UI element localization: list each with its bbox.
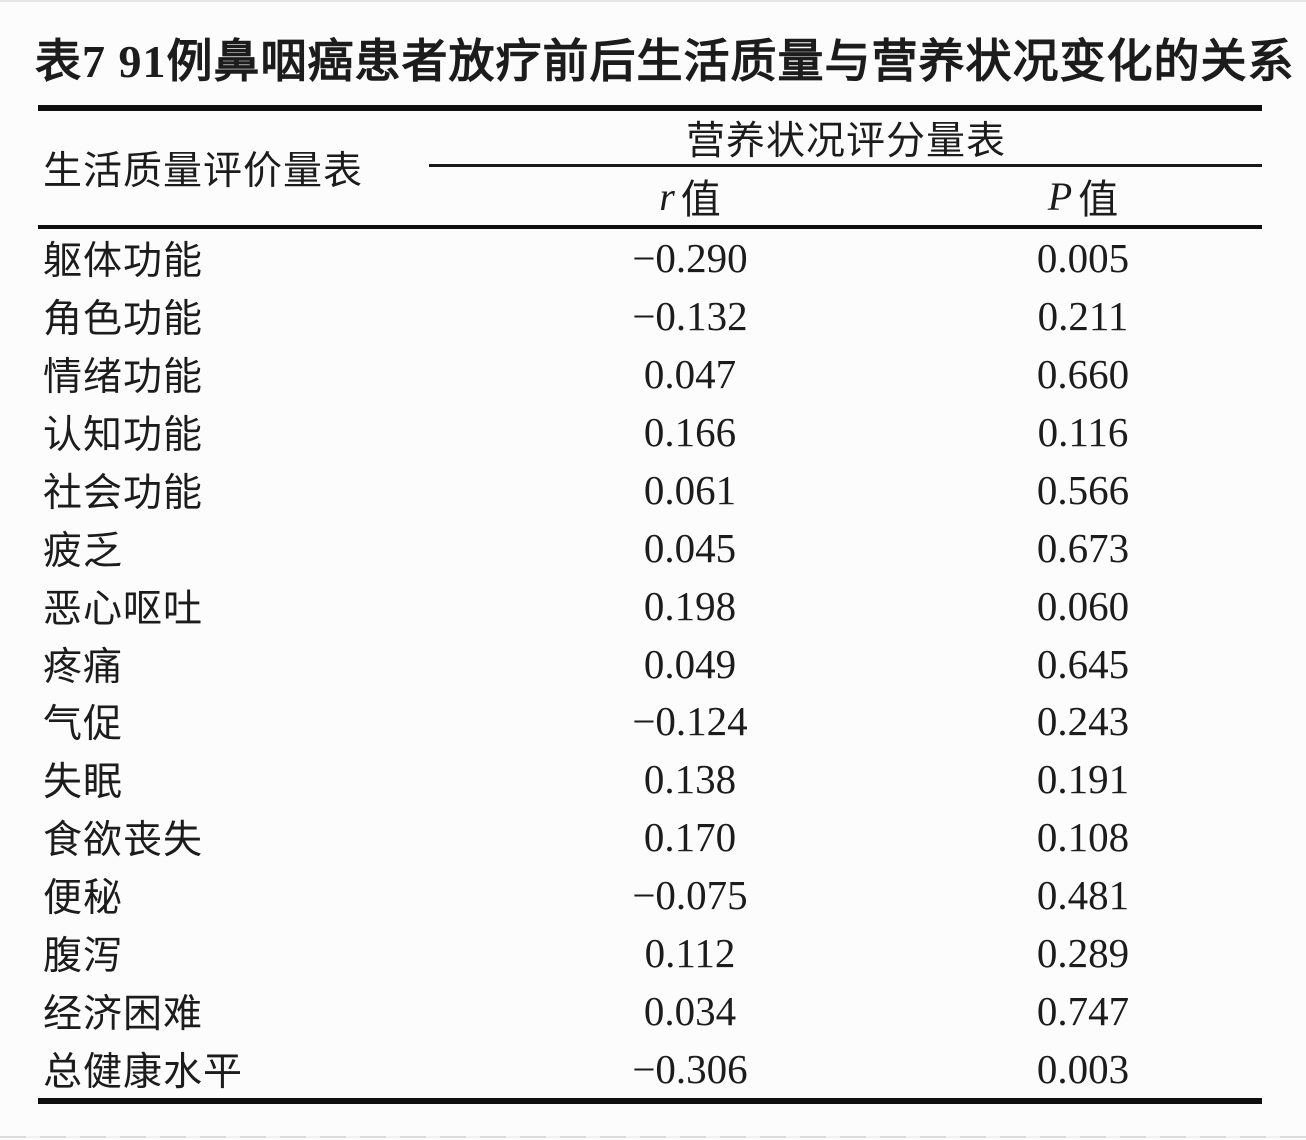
- row-label: 疲乏: [43, 529, 124, 573]
- stub-column-header: 生活质量评价量表: [43, 111, 430, 225]
- p-header-suffix: 值: [1078, 177, 1119, 222]
- table-bottom-rule: [38, 1098, 1262, 1104]
- row-label: 认知功能: [43, 413, 204, 457]
- r-value-cell: 0.166: [643, 408, 737, 455]
- r-value-cell: −0.306: [632, 1046, 748, 1093]
- r-value-cell: 0.034: [643, 988, 737, 1035]
- row-label: 总健康水平: [43, 1051, 244, 1095]
- table-row: 疲乏 0.045 0.673: [38, 519, 1262, 577]
- r-value-cell: −0.075: [632, 872, 748, 919]
- table-row: 便秘 −0.075 0.481: [38, 866, 1262, 924]
- p-value-cell: 0.005: [1036, 234, 1130, 281]
- p-value-cell: 0.108: [1036, 814, 1130, 861]
- row-label: 气促: [43, 703, 124, 747]
- bottom-edge-artifact: [0, 1136, 1306, 1138]
- p-value-cell: 0.060: [1036, 582, 1130, 629]
- r-value-cell: 0.049: [643, 640, 737, 687]
- p-value-cell: 0.566: [1036, 466, 1130, 513]
- table-row: 社会功能 0.061 0.566: [38, 461, 1262, 519]
- r-symbol: r: [659, 173, 675, 219]
- header-body-rule: [38, 225, 1262, 229]
- table-row: 失眠 0.138 0.191: [38, 750, 1262, 808]
- table-body: 躯体功能 −0.290 0.005 角色功能 −0.132 0.211 情绪功能…: [38, 229, 1262, 1098]
- top-edge-artifact: [0, 0, 1306, 2]
- table-row: 认知功能 0.166 0.116: [38, 403, 1262, 461]
- row-label: 食欲丧失: [43, 819, 204, 863]
- p-value-cell: 0.747: [1036, 988, 1130, 1035]
- row-label: 情绪功能: [43, 355, 204, 399]
- row-label: 恶心呕吐: [43, 587, 204, 631]
- r-header-suffix: 值: [680, 177, 721, 222]
- row-label: 角色功能: [43, 297, 204, 341]
- table-row: 躯体功能 −0.290 0.005: [38, 229, 1262, 287]
- table-row: 角色功能 −0.132 0.211: [38, 287, 1262, 345]
- row-label: 躯体功能: [43, 239, 204, 283]
- row-label: 失眠: [43, 761, 124, 805]
- spanning-column-header: 营养状况评分量表: [430, 111, 1262, 164]
- p-value-cell: 0.191: [1036, 756, 1130, 803]
- stub-column-header-label: 生活质量评价量表: [43, 150, 364, 193]
- r-value-cell: −0.290: [632, 234, 748, 281]
- p-value-cell: 0.289: [1036, 930, 1130, 977]
- row-label: 腹泻: [43, 935, 124, 979]
- r-value-cell: 0.138: [643, 756, 737, 803]
- p-value-cell: 0.116: [1037, 408, 1129, 455]
- table-row: 情绪功能 0.047 0.660: [38, 345, 1262, 403]
- table-row: 总健康水平 −0.306 0.003: [38, 1040, 1262, 1098]
- row-label: 经济困难: [43, 993, 204, 1037]
- r-value-cell: −0.124: [632, 698, 748, 745]
- p-symbol: P: [1047, 173, 1073, 219]
- p-value-cell: 0.645: [1036, 640, 1130, 687]
- table-row: 气促 −0.124 0.243: [38, 693, 1262, 751]
- p-value-cell: 0.481: [1036, 872, 1130, 919]
- table-row: 经济困难 0.034 0.747: [38, 982, 1262, 1040]
- spanner-rule: [429, 164, 1262, 167]
- r-value-cell: 0.112: [644, 930, 736, 977]
- row-label: 便秘: [43, 877, 124, 921]
- r-value-cell: 0.061: [643, 466, 737, 513]
- r-value-cell: −0.132: [632, 292, 748, 339]
- r-value-cell: 0.170: [643, 814, 737, 861]
- table-row: 疼痛 0.049 0.645: [38, 635, 1262, 693]
- table-row: 食欲丧失 0.170 0.108: [38, 808, 1262, 866]
- r-value-cell: 0.045: [643, 524, 737, 571]
- p-value-cell: 0.211: [1037, 292, 1129, 339]
- table-title: 表7 91例鼻咽癌患者放疗前后生活质量与营养状况变化的关系: [35, 36, 1295, 87]
- spanning-column-header-label: 营养状况评分量表: [685, 119, 1006, 163]
- table-top-rule: [38, 105, 1262, 111]
- table-row: 腹泻 0.112 0.289: [38, 924, 1262, 982]
- p-value-cell: 0.660: [1036, 350, 1130, 397]
- p-value-cell: 0.243: [1036, 698, 1130, 745]
- p-value-cell: 0.673: [1036, 524, 1130, 571]
- r-value-cell: 0.198: [643, 582, 737, 629]
- table-row: 恶心呕吐 0.198 0.060: [38, 577, 1262, 635]
- row-label: 社会功能: [43, 471, 204, 515]
- row-label: 疼痛: [43, 645, 124, 689]
- p-value-cell: 0.003: [1036, 1046, 1130, 1093]
- r-value-cell: 0.047: [643, 350, 737, 397]
